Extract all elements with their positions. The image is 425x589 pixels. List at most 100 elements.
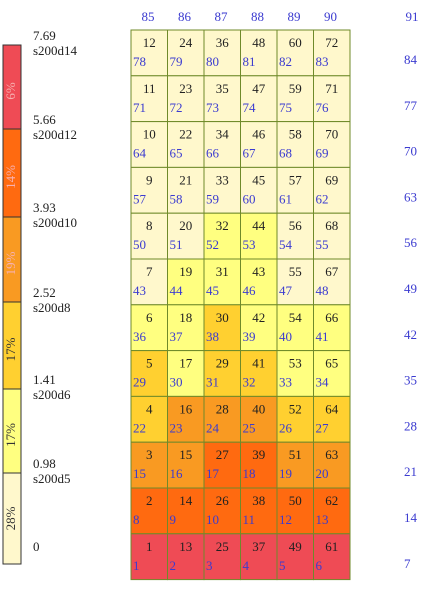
cell-bottom-number: 8 xyxy=(133,512,140,527)
cell-top-number: 34 xyxy=(216,127,230,142)
cell xyxy=(130,487,168,535)
cell xyxy=(240,212,278,260)
column-header: 91 xyxy=(406,9,419,24)
cell xyxy=(167,533,205,581)
cell xyxy=(313,121,351,168)
cell xyxy=(130,29,168,77)
column-header: 87 xyxy=(215,9,229,24)
cell-top-number: 45 xyxy=(252,172,265,187)
cell-top-number: 11 xyxy=(143,81,156,96)
cell xyxy=(313,166,351,214)
cell-bottom-number: 33 xyxy=(279,375,292,390)
cell-bottom-number: 38 xyxy=(206,329,219,344)
cell-top-number: 57 xyxy=(289,172,303,187)
cell xyxy=(167,166,205,214)
cell-bottom-number: 73 xyxy=(206,100,219,115)
column-header: 88 xyxy=(251,9,264,24)
cell-bottom-number: 60 xyxy=(243,191,256,206)
cell-top-number: 62 xyxy=(325,493,338,508)
cell-bottom-number: 11 xyxy=(243,512,256,527)
legend-code: s200d14 xyxy=(33,43,78,58)
cell-top-number: 38 xyxy=(252,493,265,508)
row-label: 70 xyxy=(404,144,417,159)
cell-top-number: 5 xyxy=(146,356,153,371)
cell xyxy=(276,441,314,489)
cell xyxy=(313,533,351,581)
cell-bottom-number: 79 xyxy=(170,54,183,69)
cell-top-number: 9 xyxy=(146,172,153,187)
row-label: 63 xyxy=(404,189,417,204)
cell-top-number: 15 xyxy=(179,447,192,462)
cell-top-number: 8 xyxy=(146,218,153,233)
cell-bottom-number: 44 xyxy=(170,283,184,298)
cell xyxy=(130,166,168,214)
cell-top-number: 12 xyxy=(143,35,156,50)
cell xyxy=(313,350,351,397)
cell-bottom-number: 23 xyxy=(170,420,183,435)
cell xyxy=(276,395,314,443)
cell xyxy=(203,166,241,214)
cell-top-number: 65 xyxy=(325,356,338,371)
cell-top-number: 10 xyxy=(143,127,156,142)
cell-bottom-number: 17 xyxy=(206,466,220,481)
cell-bottom-number: 37 xyxy=(170,329,184,344)
cell-top-number: 68 xyxy=(325,218,338,233)
cell-top-number: 17 xyxy=(179,356,193,371)
cell-top-number: 22 xyxy=(179,127,192,142)
cell-bottom-number: 83 xyxy=(316,54,329,69)
cell xyxy=(203,395,241,443)
cell-top-number: 54 xyxy=(289,310,303,325)
cell-bottom-number: 61 xyxy=(279,191,292,206)
cell-top-number: 67 xyxy=(325,264,339,279)
legend-floor: 0 xyxy=(33,539,40,554)
cell-bottom-number: 75 xyxy=(279,100,292,115)
cell-top-number: 58 xyxy=(289,127,302,142)
row-label: 49 xyxy=(404,281,417,296)
legend-percent: 17% xyxy=(3,423,18,447)
cell xyxy=(276,212,314,260)
cell-bottom-number: 1 xyxy=(133,558,140,573)
column-header: 85 xyxy=(142,9,155,24)
cell-top-number: 18 xyxy=(179,310,192,325)
cell xyxy=(240,487,278,535)
cell-bottom-number: 30 xyxy=(170,375,183,390)
cell-bottom-number: 26 xyxy=(279,420,293,435)
cell-bottom-number: 18 xyxy=(243,466,256,481)
cell-bottom-number: 31 xyxy=(206,375,219,390)
legend-percent: 28% xyxy=(3,506,18,530)
legend-code: s200d12 xyxy=(33,127,77,142)
cell-top-number: 16 xyxy=(179,401,193,416)
cell-bottom-number: 20 xyxy=(316,466,329,481)
cell xyxy=(167,29,205,77)
cell-bottom-number: 47 xyxy=(279,283,293,298)
cell xyxy=(276,166,314,214)
row-label: 14 xyxy=(404,510,418,525)
cell-bottom-number: 34 xyxy=(316,375,330,390)
cell-bottom-number: 69 xyxy=(316,146,329,161)
cell-top-number: 31 xyxy=(216,264,229,279)
cell-top-number: 59 xyxy=(289,81,302,96)
cell-bottom-number: 6 xyxy=(316,558,323,573)
cell xyxy=(313,212,351,260)
cell xyxy=(130,304,168,352)
cell-top-number: 33 xyxy=(216,172,229,187)
cell xyxy=(203,350,241,397)
cell-top-number: 66 xyxy=(325,310,339,325)
cell-top-number: 30 xyxy=(216,310,229,325)
cell-bottom-number: 67 xyxy=(243,146,257,161)
cell-bottom-number: 76 xyxy=(316,100,330,115)
cell-bottom-number: 12 xyxy=(279,512,292,527)
cell-bottom-number: 52 xyxy=(206,237,219,252)
cell-bottom-number: 72 xyxy=(170,100,183,115)
cell-bottom-number: 9 xyxy=(170,512,177,527)
cell xyxy=(240,350,278,397)
cell-bottom-number: 62 xyxy=(316,191,329,206)
cell-bottom-number: 81 xyxy=(243,54,256,69)
cell-bottom-number: 27 xyxy=(316,420,330,435)
cell-bottom-number: 48 xyxy=(316,283,329,298)
cell-top-number: 42 xyxy=(252,310,265,325)
cell-top-number: 72 xyxy=(325,35,338,50)
cell-top-number: 44 xyxy=(252,218,266,233)
cell-bottom-number: 55 xyxy=(316,237,329,252)
cell xyxy=(167,395,205,443)
